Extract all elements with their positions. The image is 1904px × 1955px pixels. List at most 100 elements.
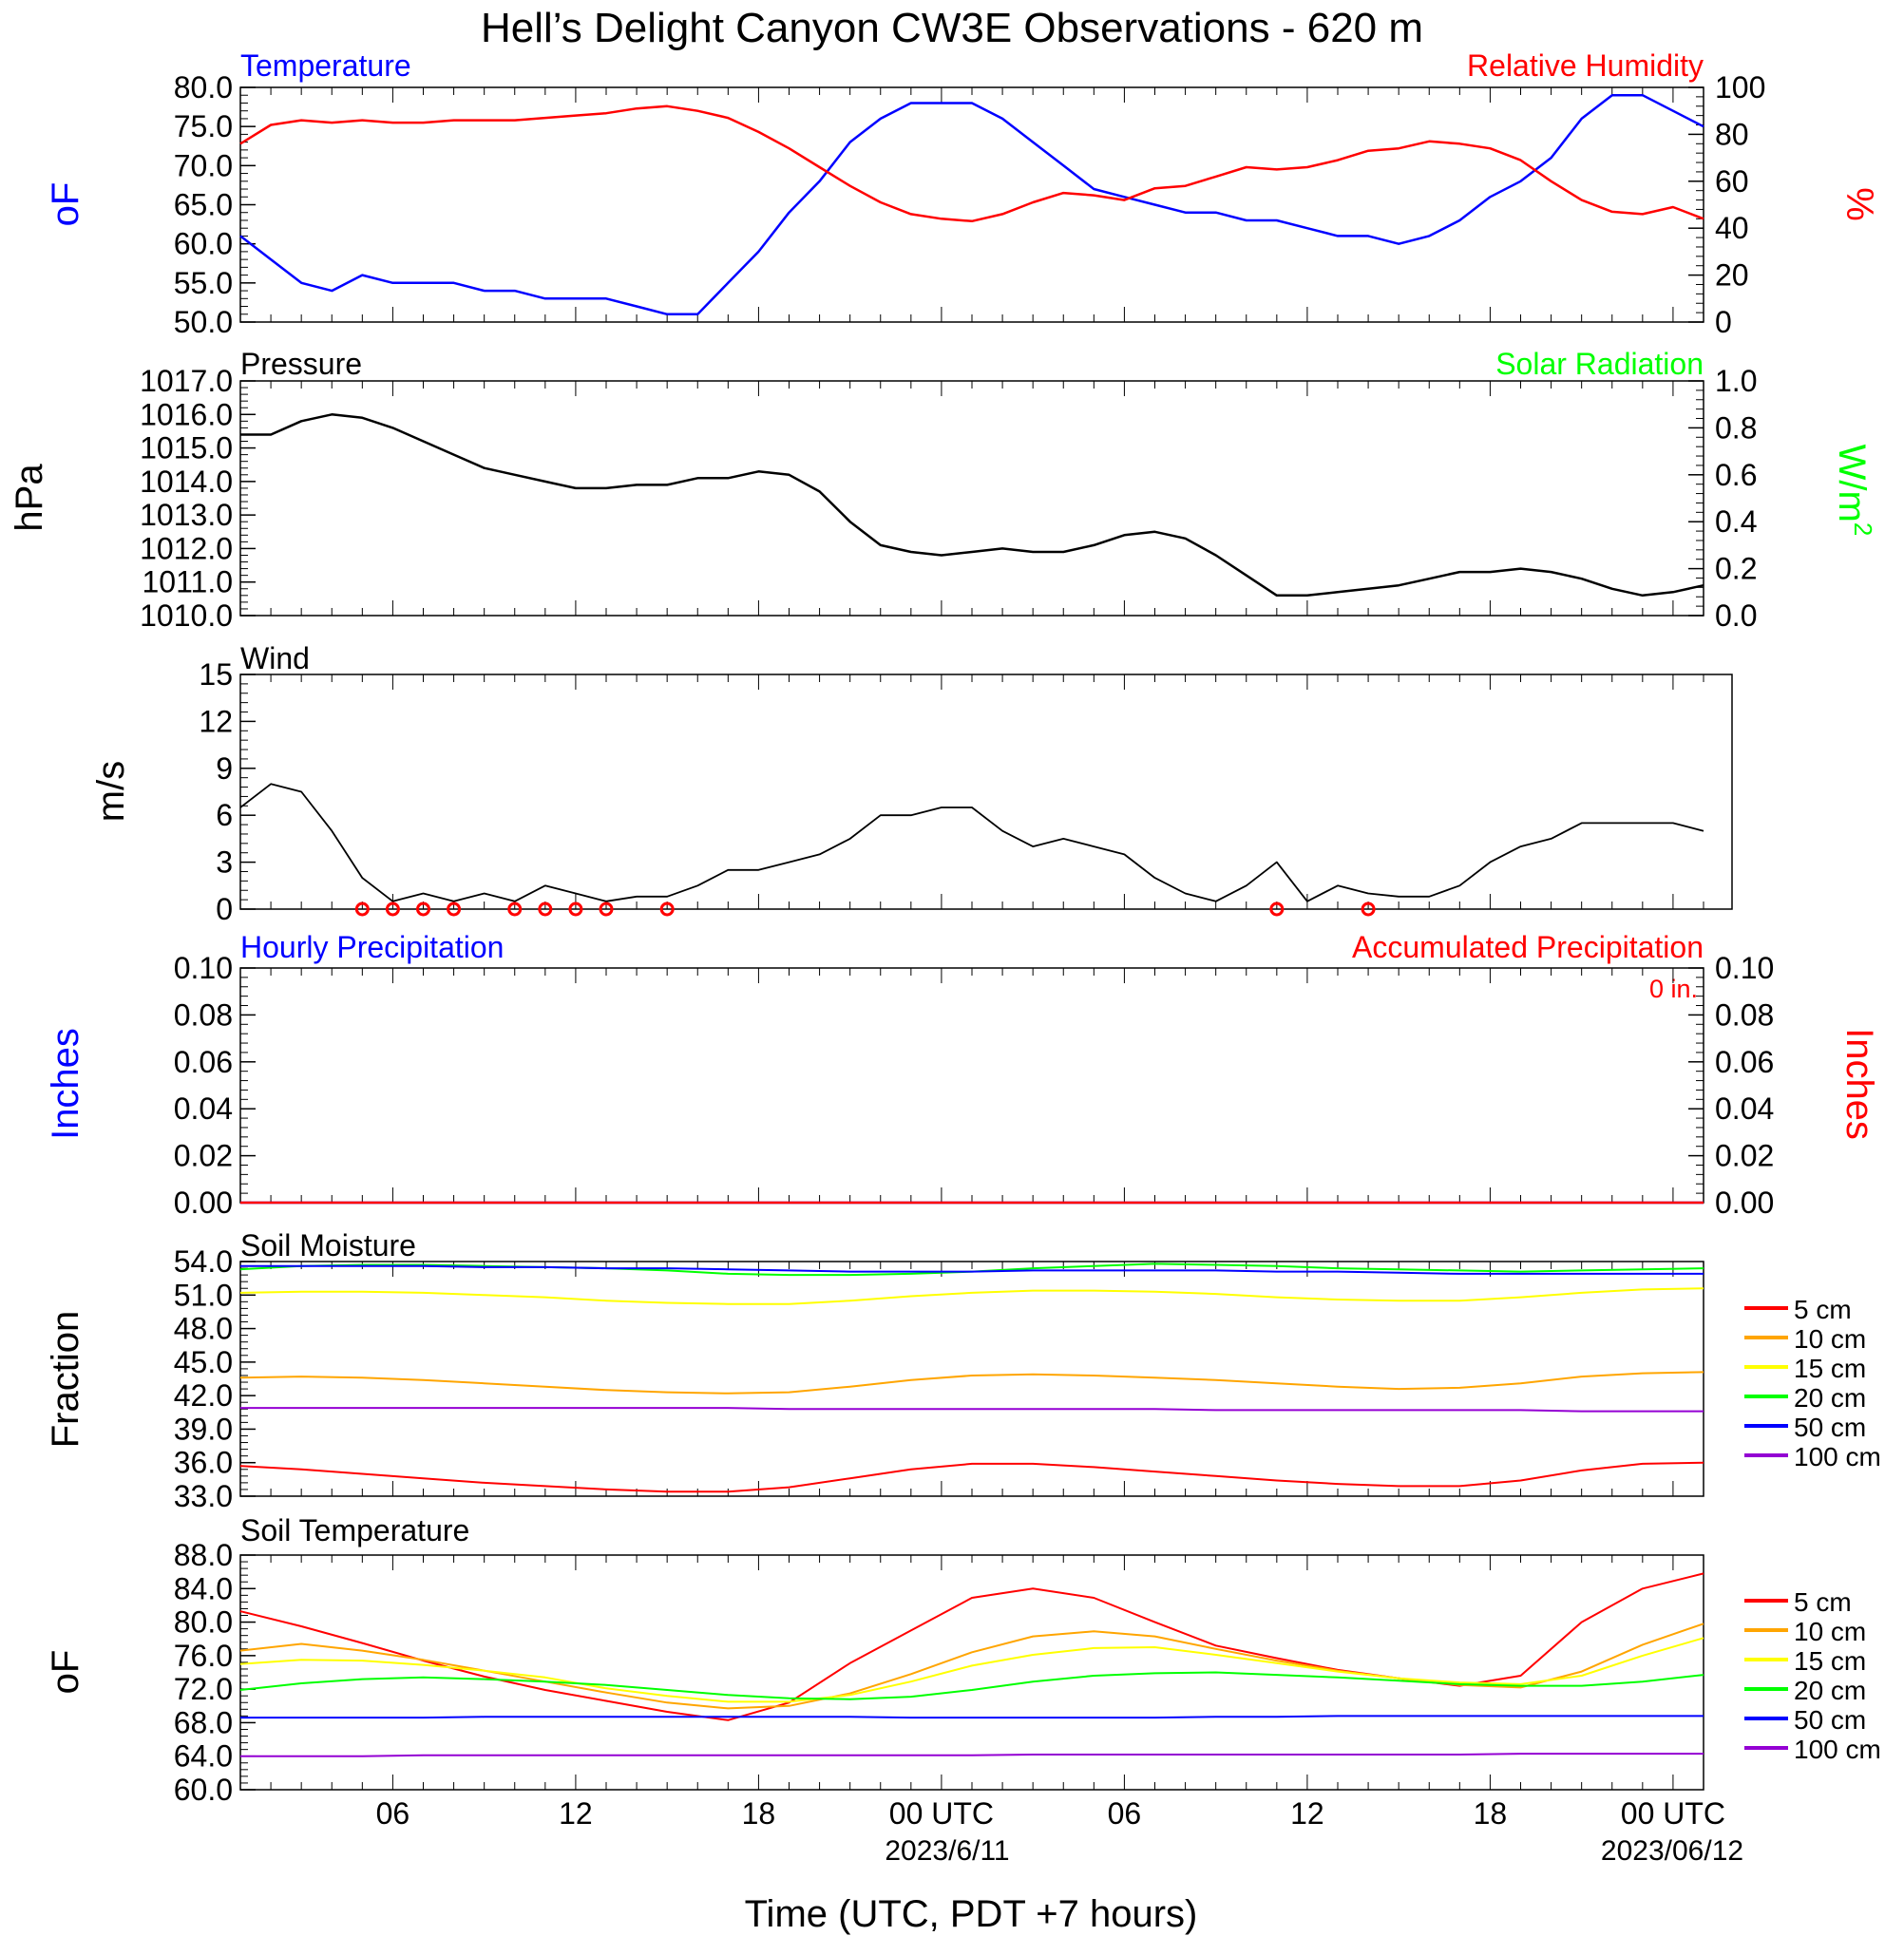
soil-temp-unit: oF (45, 1650, 86, 1695)
legend-label: 50 cm (1794, 1705, 1866, 1735)
soil-moisture-y-tick-label: 48.0 (174, 1312, 233, 1346)
soil-temperature-panel: Soil Temperature oF 88.084.080.076.072.0… (45, 1513, 1881, 1807)
time-tick-label: 12 (1290, 1796, 1324, 1831)
pressure-lines (240, 413, 1704, 598)
precip-right-y-tick-label: 0.10 (1715, 951, 1774, 985)
solar-y-tick-label: 0.2 (1715, 552, 1757, 586)
time-tick-label: 18 (1474, 1796, 1508, 1831)
humidity-title: Relative Humidity (1467, 48, 1704, 83)
legend-label: 5 cm (1794, 1295, 1852, 1324)
calm-wind-marker (1361, 902, 1376, 917)
time-tick-label: 00 UTC (1621, 1796, 1725, 1831)
soil-temp-y-ticks: 88.084.080.076.072.068.064.060.0 (174, 1538, 256, 1807)
temp-y-tick-label: 65.0 (174, 188, 233, 222)
hourly-precip-title: Hourly Precipitation (240, 930, 504, 964)
soil-moisture-y-tick-label: 33.0 (174, 1479, 233, 1513)
solar-title: Solar Radiation (1495, 347, 1704, 381)
precip-left-y-tick-label: 0.02 (174, 1139, 233, 1173)
rh-y-tick-label: 0 (1715, 305, 1732, 339)
accum-precip-value: 0 in. (1649, 975, 1698, 1003)
rh-y-ticks: 100 80 60 40 20 0 (1688, 70, 1765, 339)
temperature-title: Temperature (240, 48, 411, 83)
series-soil-moisture-5cm (239, 1461, 1704, 1493)
pressure-x-ticks (239, 381, 1704, 616)
soil-moisture-y-tick-label: 54.0 (174, 1244, 233, 1279)
temp-y-tick-label: 50.0 (174, 305, 233, 339)
wind-panel-frame (239, 674, 1733, 910)
calm-wind-marker (385, 902, 400, 917)
wind-y-tick-label: 12 (199, 704, 233, 738)
precip-left-y-tick-label: 0.04 (174, 1091, 233, 1126)
series-soil-moisture-15cm (239, 1287, 1704, 1305)
calm-wind-marker (416, 902, 430, 917)
rh-y-tick-label: 40 (1715, 211, 1749, 245)
soil-moisture-y-tick-label: 39.0 (174, 1412, 233, 1446)
precip-right-y-tick-label: 0.06 (1715, 1045, 1774, 1079)
soil-temp-lines (239, 1572, 1704, 1757)
soil-temp-y-tick-label: 72.0 (174, 1672, 233, 1706)
x-axis-title: Time (UTC, PDT +7 hours) (745, 1893, 1198, 1935)
wind-panel: Wind m/s 15 12 9 6 3 0 (90, 641, 1733, 926)
legend-label: 15 cm (1794, 1646, 1866, 1676)
rh-y-tick-label: 60 (1715, 164, 1749, 199)
soil-moisture-y-tick-label: 51.0 (174, 1278, 233, 1312)
wind-y-tick-label: 15 (199, 657, 233, 692)
legend-label: 5 cm (1794, 1587, 1852, 1617)
rh-y-tick-label: 80 (1715, 117, 1749, 151)
pressure-y-tick-label: 1017.0 (140, 364, 233, 398)
pressure-y-tick-label: 1012.0 (140, 531, 233, 565)
hourly-precip-unit: Inches (45, 1028, 86, 1140)
pressure-title: Pressure (240, 347, 362, 381)
solar-y-tick-label: 0.0 (1715, 598, 1757, 633)
series-soil-temp-50cm (240, 1715, 1704, 1719)
temp-y-ticks: 80.0 75.0 70.0 65.0 60.0 55.0 50.0 (174, 70, 256, 339)
series-soil-moisture-10cm (239, 1371, 1704, 1395)
legend-label: 10 cm (1794, 1617, 1866, 1646)
solar-y-tick-label: 0.4 (1715, 504, 1757, 539)
date-label-2: 2023/06/12 (1601, 1835, 1743, 1867)
accum-precip-unit: Inches (1838, 1028, 1880, 1140)
pressure-y-tick-label: 1011.0 (143, 565, 234, 599)
pressure-panel: Pressure Solar Radiation hPa W/m2 1017.0… (9, 347, 1877, 633)
series-soil-temp-100cm (240, 1753, 1704, 1757)
soil-temp-y-tick-label: 88.0 (174, 1538, 233, 1572)
soil-moisture-y-tick-label: 42.0 (174, 1378, 233, 1413)
solar-y-ticks: 1.0 0.8 0.6 0.4 0.2 0.0 (1688, 364, 1757, 633)
solar-unit: W/m2 (1831, 445, 1877, 537)
rh-y-tick-label: 20 (1715, 258, 1749, 293)
soil-moisture-panel: Soil Moisture Fraction 54.051.048.045.04… (45, 1228, 1881, 1513)
calm-wind-marker (538, 902, 553, 917)
series-soil-moisture-100cm (240, 1407, 1704, 1413)
precip-right-y-tick-label: 0.00 (1715, 1186, 1774, 1220)
calm-wind-marker (568, 902, 583, 917)
time-tick-label: 06 (1108, 1796, 1142, 1831)
temp-rh-lines (239, 93, 1704, 316)
soil-temp-y-tick-label: 60.0 (174, 1773, 233, 1807)
soil-moisture-unit: Fraction (45, 1311, 86, 1449)
wind-y-tick-label: 9 (216, 751, 233, 786)
pressure-y-ticks: 1017.01016.01015.01014.01013.01012.01011… (140, 364, 256, 633)
series-soil-moisture-50cm (240, 1264, 1704, 1275)
time-axis-labels: 06 12 18 00 UTC 06 12 18 00 UTC (376, 1796, 1725, 1831)
figure-title: Hell’s Delight Canyon CW3E Observations … (481, 5, 1423, 51)
pressure-unit: hPa (9, 464, 50, 532)
wind-y-ticks: 15 12 9 6 3 0 (199, 657, 256, 926)
temperature-unit: oF (45, 182, 86, 227)
legend-label: 100 cm (1794, 1735, 1881, 1764)
series-temperature (239, 93, 1704, 316)
time-tick-label: 00 UTC (889, 1796, 994, 1831)
solar-unit-exponent: 2 (1849, 522, 1877, 536)
legend-label: 20 cm (1794, 1383, 1866, 1413)
rh-y-tick-label: 100 (1715, 70, 1765, 104)
legend-label: 10 cm (1794, 1324, 1866, 1354)
legend-label: 50 cm (1794, 1413, 1866, 1442)
solar-unit-base: W/m (1831, 445, 1873, 522)
temperature-humidity-panel: Temperature Relative Humidity oF % 80.0 7… (45, 48, 1880, 339)
temp-y-tick-label: 70.0 (174, 148, 233, 182)
temp-y-tick-label: 60.0 (174, 227, 233, 261)
temp-y-tick-label: 55.0 (174, 266, 233, 300)
precip-x-ticks (239, 968, 1704, 1203)
humidity-unit: % (1838, 187, 1880, 221)
soil-temp-y-tick-label: 80.0 (174, 1605, 233, 1640)
